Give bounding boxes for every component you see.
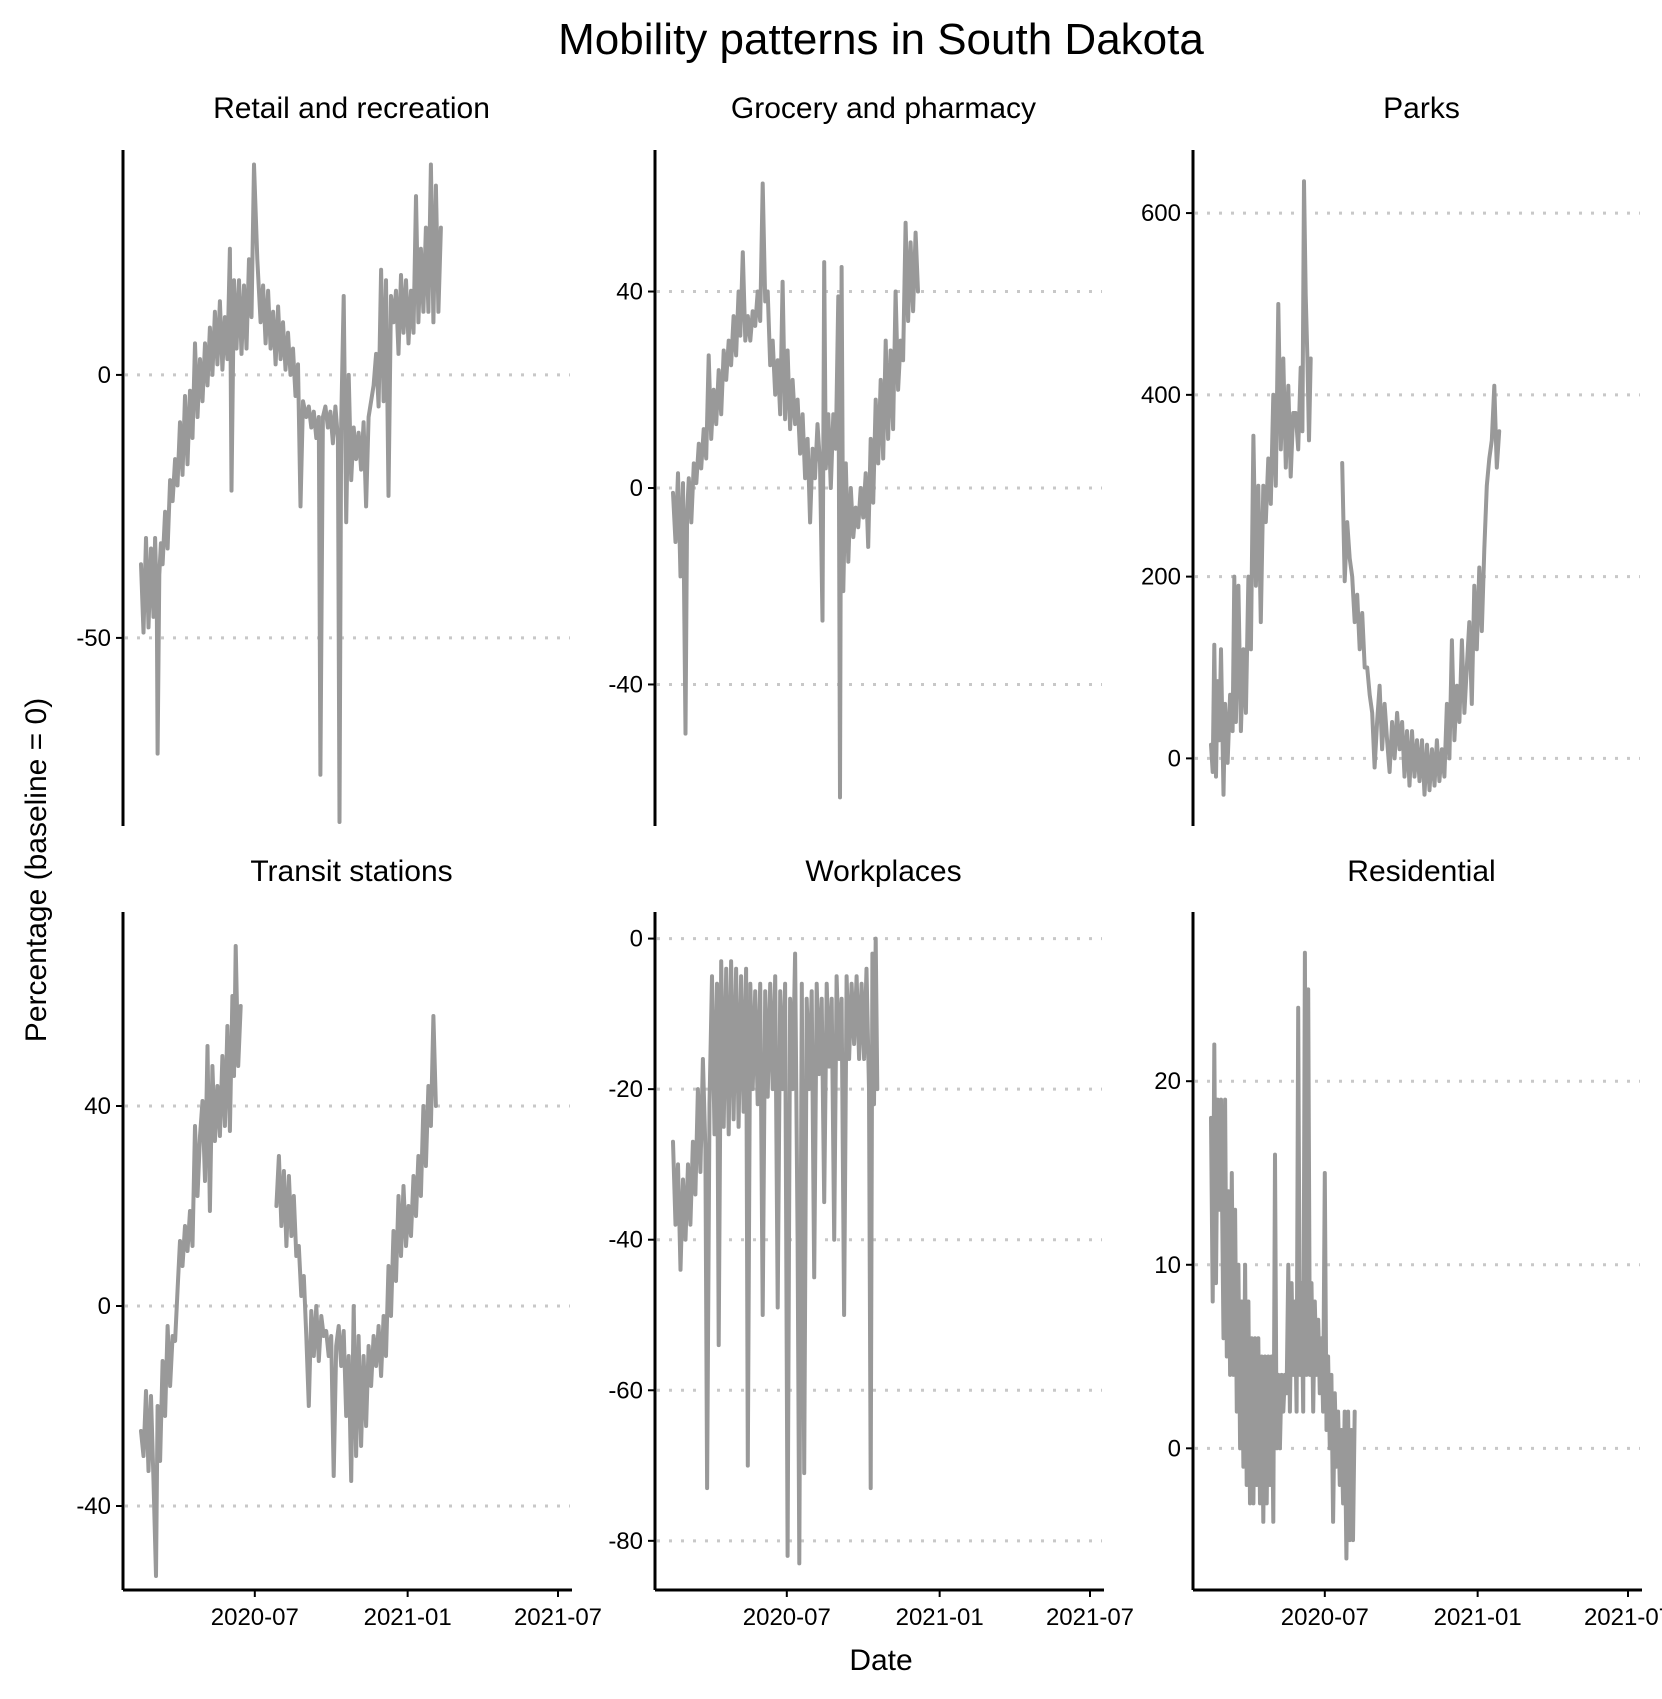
series-line [1209, 179, 1313, 797]
y-tick-label: -40 [608, 671, 643, 698]
y-tick-label: 0 [98, 362, 111, 389]
x-tick-label: 2021-07 [1046, 1604, 1134, 1631]
series-line [1340, 383, 1502, 797]
y-tick-label: -40 [76, 1493, 111, 1520]
panel-title: Grocery and pharmacy [731, 92, 1036, 125]
y-tick-label: 200 [1141, 564, 1181, 591]
panel-1: Retail and recreation 0 -50 [76, 92, 570, 826]
x-tick-label: 2021-01 [364, 1604, 452, 1631]
y-tick-label: -50 [76, 625, 111, 652]
y-tick-label: 0 [1168, 745, 1181, 772]
series-line [139, 944, 243, 1578]
panel-title: Residential [1347, 855, 1495, 888]
panel-3: Parks 600 400 200 0 [1141, 92, 1640, 826]
x-tick-label: 2020-07 [211, 1604, 299, 1631]
y-tick-label: -80 [608, 1528, 643, 1555]
x-tick-label: 2020-07 [743, 1604, 831, 1631]
series-line [139, 162, 443, 824]
y-tick-label: 0 [630, 926, 643, 953]
x-tick-label: 2020-07 [1281, 1604, 1369, 1631]
series-line [671, 936, 880, 1566]
y-tick-label: 0 [630, 475, 643, 502]
series-line [274, 1014, 438, 1483]
series-line [671, 181, 920, 800]
y-tick-label: 600 [1141, 200, 1181, 227]
y-axis-title: Percentage (baseline = 0) [20, 698, 53, 1042]
y-tick-label: 40 [616, 279, 643, 306]
x-axis-title: Date [849, 1644, 912, 1677]
panel-6: Residential 20 10 0 2020-07 2021-01 2021-07 [1154, 855, 1662, 1631]
y-tick-label: 20 [1154, 1068, 1181, 1095]
x-tick-label: 2021-07 [514, 1604, 602, 1631]
panel-title: Retail and recreation [213, 92, 490, 125]
y-tick-label: 400 [1141, 382, 1181, 409]
y-tick-label: -40 [608, 1227, 643, 1254]
series-line [1209, 950, 1357, 1561]
panel-title: Parks [1383, 92, 1460, 125]
chart-title: Mobility patterns in South Dakota [558, 15, 1204, 64]
panel-title: Transit stations [250, 855, 452, 888]
panel-title: Workplaces [805, 855, 961, 888]
x-tick-label: 2021-07 [1584, 1604, 1662, 1631]
y-tick-label: 0 [98, 1293, 111, 1320]
y-tick-label: 10 [1154, 1252, 1181, 1279]
panel-5: Workplaces 0 -20 -40 -60 -80 2020-07 2021-01 202… [608, 855, 1134, 1631]
panel-2: Grocery and pharmacy 40 0 -40 [608, 92, 1102, 826]
x-tick-label: 2021-01 [896, 1604, 984, 1631]
y-tick-label: -60 [608, 1377, 643, 1404]
panel-4: Transit stations 40 0 -40 2020-07 2021-01 2021… [76, 855, 602, 1631]
x-tick-label: 2021-01 [1434, 1604, 1522, 1631]
y-tick-label: 40 [84, 1093, 111, 1120]
y-tick-label: -20 [608, 1076, 643, 1103]
y-tick-label: 0 [1168, 1435, 1181, 1462]
